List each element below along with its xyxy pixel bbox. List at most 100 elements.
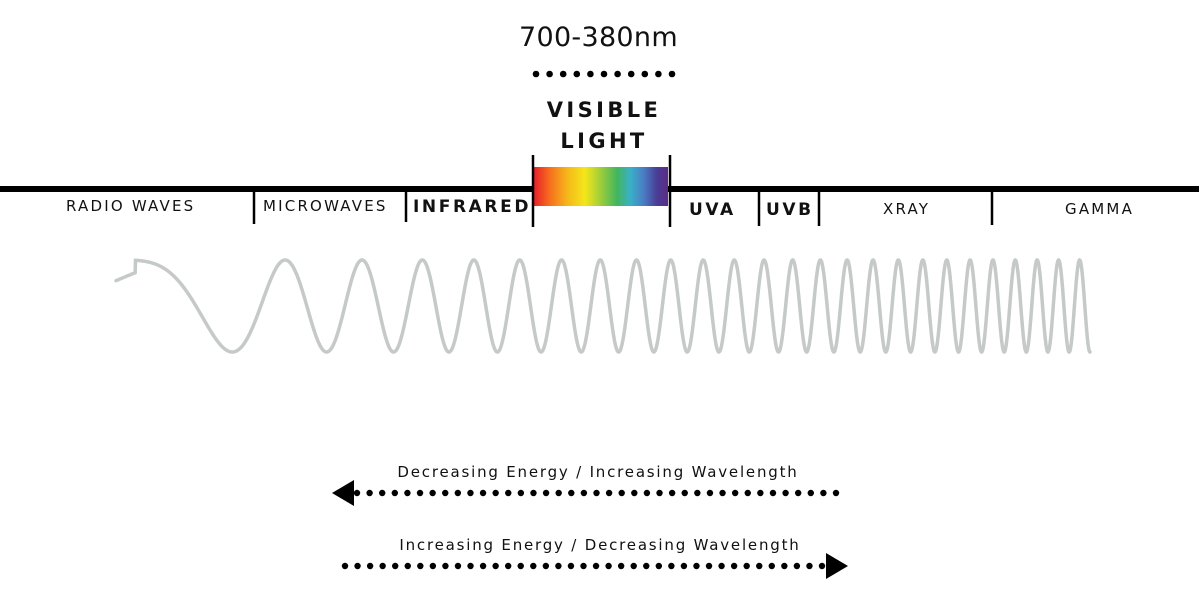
- dot: [555, 489, 562, 497]
- dot: [404, 489, 411, 497]
- band-label-microwaves: MICROWAVES: [263, 197, 388, 215]
- wave-curve: [114, 257, 1092, 355]
- dot: [392, 562, 399, 570]
- dot: [366, 489, 373, 497]
- dot: [404, 562, 411, 570]
- dot: [532, 70, 540, 78]
- dot: [567, 562, 575, 570]
- dot: [505, 489, 512, 497]
- dot: [641, 70, 649, 78]
- dot: [781, 562, 788, 570]
- dot: [391, 489, 399, 497]
- dot: [492, 489, 499, 497]
- visible-light-label-line1: VISIBLE: [546, 98, 662, 122]
- dot: [379, 562, 386, 570]
- dot: [743, 562, 750, 570]
- dot: [681, 489, 688, 497]
- dot: [655, 562, 663, 570]
- dot: [492, 562, 499, 570]
- dot: [706, 489, 714, 497]
- dot: [517, 489, 525, 497]
- dot: [806, 562, 813, 570]
- dot: [757, 489, 764, 497]
- increasing-dotted-line: [341, 562, 826, 570]
- dot: [467, 562, 474, 570]
- dot: [600, 70, 608, 78]
- dot: [730, 562, 738, 570]
- decreasing-energy-caption: Decreasing Energy / Increasing Wavelengt…: [397, 463, 799, 481]
- dot: [605, 562, 612, 570]
- dot: [429, 562, 437, 570]
- decreasing-dotted-line: [353, 489, 840, 497]
- dot: [568, 489, 575, 497]
- dot: [643, 489, 651, 497]
- dot: [718, 562, 725, 570]
- dot: [756, 562, 763, 570]
- dot: [768, 562, 775, 570]
- dot: [807, 489, 814, 497]
- dot: [818, 562, 826, 570]
- dot: [517, 562, 524, 570]
- dot: [630, 562, 637, 570]
- dot: [454, 562, 462, 570]
- dot: [769, 489, 777, 497]
- dot: [587, 70, 594, 78]
- dot: [794, 489, 802, 497]
- dot: [479, 489, 487, 497]
- dot: [366, 562, 374, 570]
- dot: [694, 489, 701, 497]
- dot: [593, 489, 600, 497]
- band-label-uvb: UVB: [766, 200, 814, 220]
- dot: [631, 489, 638, 497]
- dot: [559, 70, 567, 78]
- dot: [580, 562, 587, 570]
- dot: [542, 489, 550, 497]
- band-label-radio-waves: RADIO WAVES: [66, 197, 196, 215]
- dot: [719, 489, 726, 497]
- visible-range-label: 700-380nm: [519, 22, 678, 53]
- range-dotted-line: [532, 70, 676, 78]
- band-label-uva: UVA: [689, 200, 736, 220]
- dot: [353, 489, 361, 497]
- dot: [731, 489, 739, 497]
- dot: [605, 489, 613, 497]
- dot: [668, 489, 676, 497]
- dot: [454, 489, 462, 497]
- dot: [627, 70, 635, 78]
- dot: [417, 562, 424, 570]
- band-label-xray: XRAY: [883, 200, 931, 218]
- dot: [656, 489, 663, 497]
- dot: [429, 489, 436, 497]
- dot: [542, 562, 550, 570]
- dot: [668, 562, 675, 570]
- dot: [744, 489, 751, 497]
- dot: [555, 562, 562, 570]
- dot: [546, 70, 553, 78]
- dot: [617, 562, 625, 570]
- dot: [782, 489, 789, 497]
- dot: [820, 489, 827, 497]
- dot: [479, 562, 487, 570]
- dot: [592, 562, 600, 570]
- left-arrowhead-icon: [332, 480, 354, 506]
- dot: [693, 562, 700, 570]
- dot: [416, 489, 424, 497]
- dot: [655, 70, 662, 78]
- dot: [379, 489, 386, 497]
- dot: [618, 489, 625, 497]
- dot: [793, 562, 801, 570]
- dot: [668, 70, 676, 78]
- right-arrowhead-icon: [826, 553, 848, 579]
- dot: [530, 562, 537, 570]
- dot: [580, 489, 588, 497]
- dot: [504, 562, 512, 570]
- band-label-gamma: GAMMA: [1065, 200, 1135, 218]
- dot: [354, 562, 361, 570]
- dot: [442, 489, 449, 497]
- dot: [643, 562, 650, 570]
- visible-spectrum-bar: [534, 167, 668, 206]
- dot: [680, 562, 688, 570]
- dot: [530, 489, 537, 497]
